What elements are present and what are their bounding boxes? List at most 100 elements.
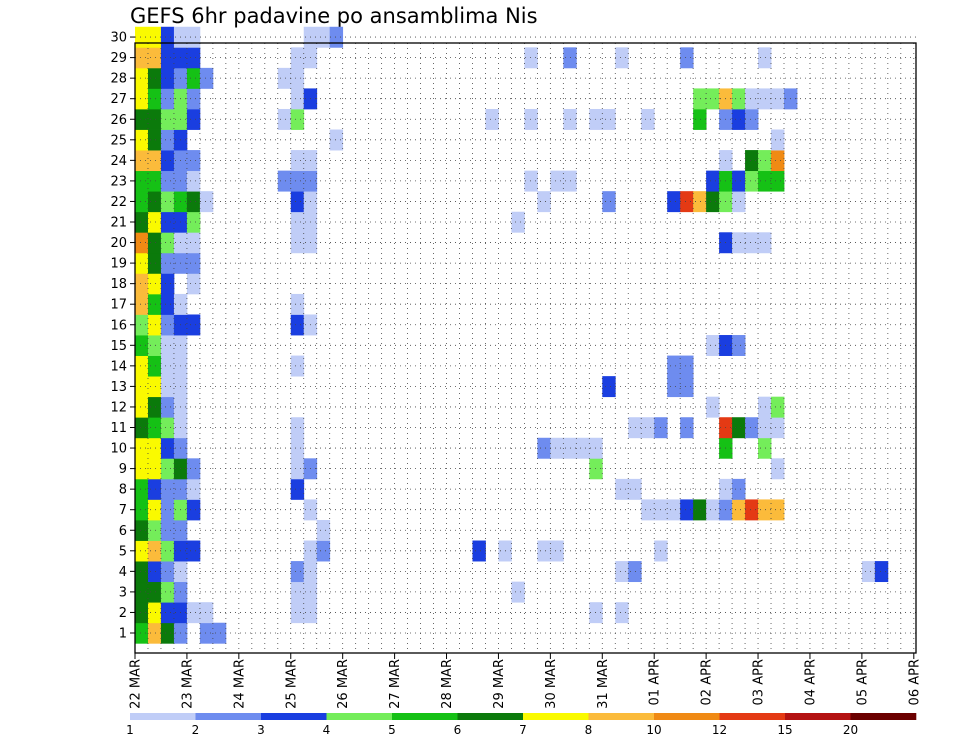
heatmap-cell: [147, 150, 162, 172]
heatmap-cell: [680, 355, 694, 377]
heatmap-cell: [147, 211, 162, 233]
colorbar-swatch: [588, 713, 655, 720]
heatmap-cell: [745, 88, 759, 110]
heatmap-cell: [135, 602, 149, 624]
heatmap-cell: [667, 376, 681, 398]
heatmap-cell: [537, 540, 551, 562]
heatmap-cell: [290, 602, 305, 624]
colorbar-swatch: [719, 713, 786, 720]
heatmap-cell: [861, 561, 876, 583]
heatmap-cell: [147, 170, 162, 192]
heatmap-cell: [186, 108, 201, 130]
heatmap-cell: [147, 273, 162, 295]
heatmap-cell: [771, 417, 785, 439]
heatmap-cell: [693, 499, 707, 521]
heatmap-cell: [290, 211, 305, 233]
heatmap-cell: [641, 417, 655, 439]
heatmap-cell: [147, 561, 162, 583]
heatmap-cell: [199, 622, 214, 644]
heatmap-cell: [290, 170, 305, 192]
x-tick-label: 04 APR: [803, 659, 818, 705]
heatmap-cell: [147, 355, 162, 377]
heatmap-cell: [147, 499, 162, 521]
heatmap-cell: [186, 314, 201, 336]
y-tick-label: 18: [110, 277, 127, 292]
heatmap-cell: [160, 417, 175, 439]
heatmap-cell: [537, 437, 551, 459]
heatmap-cell: [160, 232, 175, 254]
heatmap-cell: [160, 129, 175, 151]
heatmap-cell: [732, 335, 746, 356]
y-tick-label: 4: [119, 565, 127, 580]
heatmap-cell: [147, 540, 162, 562]
heatmap-cell: [524, 47, 538, 69]
heatmap-cell: [135, 314, 149, 336]
heatmap-cell: [732, 478, 746, 500]
heatmap-cell: [602, 191, 616, 213]
heatmap-cell: [277, 108, 292, 130]
y-tick-label: 21: [110, 216, 127, 231]
heatmap-cell: [147, 26, 162, 48]
heatmap-cell: [706, 191, 720, 213]
heatmap-cell: [147, 67, 162, 89]
heatmap-cell: [771, 88, 785, 110]
heatmap-cell: [160, 191, 175, 213]
y-tick-label: 6: [119, 524, 127, 539]
x-tick-label: 25 MAR: [284, 659, 299, 709]
heatmap-cell: [732, 108, 746, 130]
heatmap-cell: [135, 232, 149, 254]
heatmap-cell: [160, 314, 175, 336]
heatmap-cell: [186, 252, 201, 274]
heatmap-cell: [732, 170, 746, 192]
heatmap-cell: [537, 191, 551, 213]
colorbar-label: 3: [257, 723, 265, 737]
heatmap-cell: [524, 170, 538, 192]
heatmap-cell: [147, 458, 162, 480]
colorbar-label: 20: [843, 723, 858, 737]
colorbar-swatch: [785, 713, 851, 720]
heatmap-cell: [160, 150, 175, 172]
heatmap-cell: [667, 355, 681, 377]
heatmap-cell: [186, 150, 201, 172]
heatmap-cell: [758, 150, 772, 172]
heatmap-cell: [745, 170, 759, 192]
x-tick-label: 02 APR: [700, 659, 715, 705]
heatmap-cell: [160, 273, 175, 295]
heatmap-cell: [290, 581, 305, 603]
heatmap-cell: [199, 602, 214, 624]
colorbar-swatch: [261, 713, 327, 720]
heatmap-cell: [186, 458, 201, 480]
heatmap-cell: [147, 622, 162, 644]
heatmap-cell: [290, 47, 305, 69]
heatmap-cell: [135, 478, 149, 500]
heatmap-cell: [628, 561, 642, 583]
heatmap-cell: [732, 88, 746, 110]
y-tick-label: 24: [110, 154, 127, 169]
colorbar-swatch: [654, 713, 720, 720]
heatmap-cell: [602, 376, 616, 398]
heatmap-cell: [160, 437, 175, 459]
heatmap-cell: [135, 417, 149, 439]
colorbar-swatch: [392, 713, 458, 720]
x-tick-label: 28 MAR: [440, 659, 455, 709]
heatmap-cell: [290, 232, 305, 254]
heatmap-cell: [186, 67, 201, 89]
heatmap-cell: [745, 108, 759, 130]
heatmap-cell: [135, 355, 149, 377]
heatmap-cell: [550, 437, 564, 459]
colorbar-label: 2: [192, 723, 200, 737]
colorbar-label: 15: [777, 723, 792, 737]
colorbar-swatch: [130, 713, 196, 720]
heatmap-cell: [472, 540, 486, 562]
y-tick-label: 22: [110, 195, 127, 210]
y-tick-label: 30: [110, 31, 127, 46]
heatmap-cell: [186, 602, 201, 624]
heatmap-cell: [511, 581, 525, 603]
heatmap-cell: [290, 478, 305, 500]
heatmap-cell: [135, 376, 149, 398]
y-tick-label: 17: [110, 298, 127, 313]
heatmap-cell: [550, 170, 564, 192]
heatmap-cell: [329, 129, 344, 151]
x-tick-label: 01 APR: [648, 659, 663, 705]
heatmap-cell: [277, 67, 292, 89]
